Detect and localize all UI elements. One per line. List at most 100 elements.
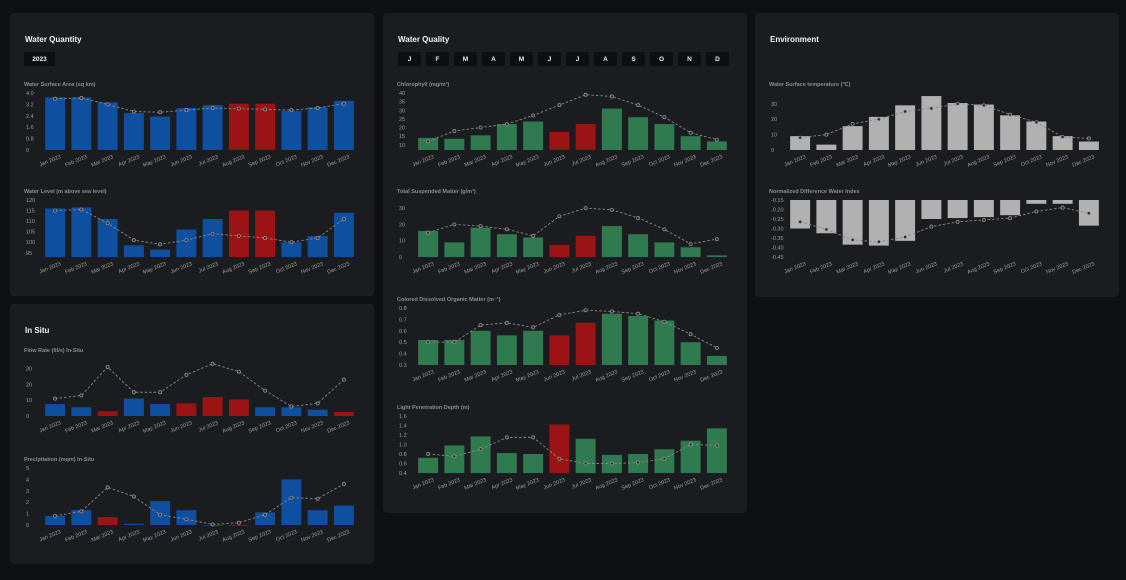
trend-point	[504, 227, 509, 232]
bar	[333, 212, 354, 257]
trend-point	[452, 454, 457, 459]
trend-point	[426, 139, 431, 144]
month-button-mar[interactable]: M	[454, 52, 477, 66]
x-tick-label: Sep 2023	[621, 477, 645, 491]
y-tick-label: 0	[26, 148, 29, 154]
bar	[470, 436, 491, 473]
chart-svg: Light Penetration Depth (m) 0.4 0.6 0.8 1.0 1…	[397, 405, 727, 492]
trend-point	[850, 237, 855, 242]
y-tick-label: 30	[399, 108, 405, 114]
bar	[45, 404, 66, 417]
trend-point	[955, 219, 960, 224]
chlorophyll-chart: Chlorophyll (mg/m³) 10 15 20 25 30 35 40 Jan 202…	[397, 80, 732, 180]
x-tick-label: Jan 2023	[784, 154, 807, 168]
month-button-jan[interactable]: J	[398, 52, 421, 66]
bar	[470, 330, 491, 365]
trend-point	[557, 456, 562, 461]
month-button-oct[interactable]: O	[650, 52, 673, 66]
chart-svg: Flow Rate (ltl/s) In-Situ 0 10 20 30 Jan 2023…	[24, 348, 354, 435]
bar	[868, 200, 889, 246]
x-tick-label: Oct 2023	[1020, 261, 1043, 275]
trend-point	[478, 323, 483, 328]
year-selector[interactable]: 2023	[24, 52, 55, 66]
month-button-aug[interactable]: A	[594, 52, 617, 66]
bar	[418, 137, 439, 150]
bar	[654, 124, 675, 150]
trend-point	[158, 512, 163, 517]
bar	[628, 234, 649, 257]
bar	[418, 457, 439, 473]
trend-point	[583, 206, 588, 211]
trend-point	[662, 115, 667, 120]
month-button-jun[interactable]: J	[538, 52, 561, 66]
y-tick-label: 1.0	[399, 443, 407, 449]
y-tick-label: 30	[26, 367, 32, 373]
bar	[176, 107, 197, 150]
trend-point	[184, 372, 189, 377]
ndwi-chart: Normalized Difference Water Index -0.15 -0…	[769, 187, 1104, 287]
trend-point	[714, 443, 719, 448]
y-tick-label: 0.8	[26, 137, 34, 143]
trend-point	[688, 130, 693, 135]
trend-point	[158, 242, 163, 247]
x-tick-label: May 2023	[887, 154, 912, 169]
trend-point	[236, 369, 241, 374]
y-tick-label: 0.7	[399, 317, 407, 323]
trend-point	[478, 224, 483, 229]
trend-point	[289, 404, 294, 409]
month-button-sep[interactable]: S	[622, 52, 645, 66]
trend-point	[714, 345, 719, 350]
trend-point	[158, 390, 163, 395]
trend-point	[981, 218, 986, 222]
bar	[842, 126, 863, 150]
trend-point	[315, 236, 320, 240]
y-tick-label: 4	[26, 477, 29, 483]
trend-point	[1060, 205, 1065, 210]
trend-point	[929, 224, 934, 229]
y-tick-label: 110	[26, 219, 35, 225]
bar	[575, 322, 596, 365]
bar	[628, 315, 649, 365]
bar	[444, 339, 465, 365]
month-button-dec[interactable]: D	[706, 52, 729, 66]
trend-point	[210, 522, 215, 527]
bar	[418, 230, 439, 257]
bar	[71, 207, 92, 257]
bar	[71, 510, 92, 525]
bar	[228, 399, 249, 417]
bar	[418, 339, 439, 365]
bar	[444, 242, 465, 257]
trend-point	[315, 496, 320, 501]
x-tick-label: Sep 2023	[993, 261, 1017, 275]
bar	[470, 135, 491, 150]
x-tick-label: Nov 2023	[300, 420, 324, 434]
y-tick-label: 3	[26, 489, 29, 495]
y-tick-label: 0.6	[399, 462, 407, 468]
month-button-may[interactable]: M	[510, 52, 533, 66]
month-button-feb[interactable]: F	[426, 52, 449, 66]
x-tick-label: Mar 2023	[91, 154, 115, 168]
y-tick-label: 1.2	[399, 433, 407, 439]
month-button-jul[interactable]: J	[566, 52, 589, 66]
x-tick-label: Feb 2023	[64, 420, 88, 434]
bar	[549, 244, 570, 257]
month-button-apr[interactable]: A	[482, 52, 505, 66]
trend-point	[1060, 134, 1065, 139]
x-tick-label: Jun 2023	[543, 369, 566, 383]
x-tick-label: Jun 2023	[170, 154, 193, 168]
x-tick-label: Mar 2023	[464, 154, 488, 168]
month-button-nov[interactable]: N	[678, 52, 701, 66]
bar	[1026, 121, 1047, 150]
x-tick-label: Aug 2023	[595, 154, 619, 168]
x-tick-label: Oct 2023	[648, 261, 671, 275]
bar	[1052, 136, 1073, 150]
bar	[45, 515, 66, 525]
bar	[575, 124, 596, 150]
x-tick-label: Feb 2023	[437, 477, 461, 491]
tsm-chart: Total Suspended Matter (g/m³) 0 10 20 30 Jan …	[397, 187, 732, 287]
bar	[123, 112, 144, 150]
x-tick-label: Aug 2023	[222, 420, 246, 434]
x-tick-label: Jul 2023	[198, 154, 220, 167]
trend-point	[850, 121, 855, 126]
x-tick-label: Apr 2023	[491, 154, 514, 168]
